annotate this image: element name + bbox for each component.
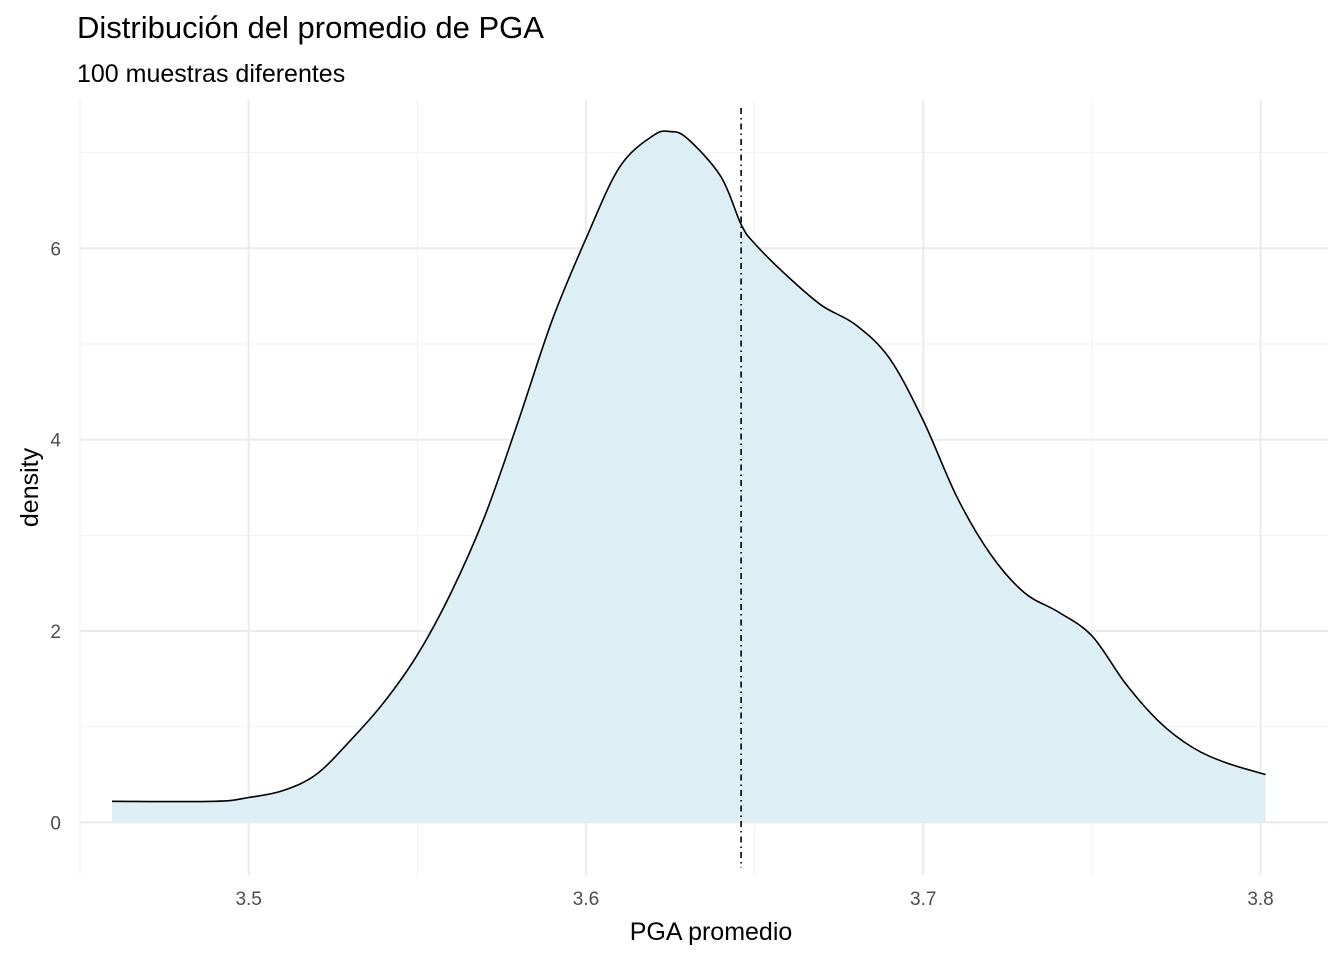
x-axis-ticks: 3.5 3.6 3.7 3.8 [235,889,1273,910]
y-tick-label: 2 [50,622,61,643]
y-tick-label: 4 [50,431,61,452]
x-tick-label: 3.8 [1247,889,1273,910]
x-axis-title: PGA promedio [630,918,793,946]
x-tick-label: 3.5 [235,889,261,910]
x-tick-label: 3.7 [910,889,936,910]
x-tick-label: 3.6 [573,889,599,910]
density-curve [112,130,1266,803]
y-axis-ticks: 0 2 4 6 [50,239,61,834]
y-axis-title: density [16,447,44,527]
chart-title: Distribución del promedio de PGA [77,10,544,45]
y-tick-label: 0 [50,813,61,834]
chart-subtitle: 100 muestras diferentes [77,60,346,88]
y-tick-label: 6 [50,239,61,260]
density-area [112,131,1266,823]
